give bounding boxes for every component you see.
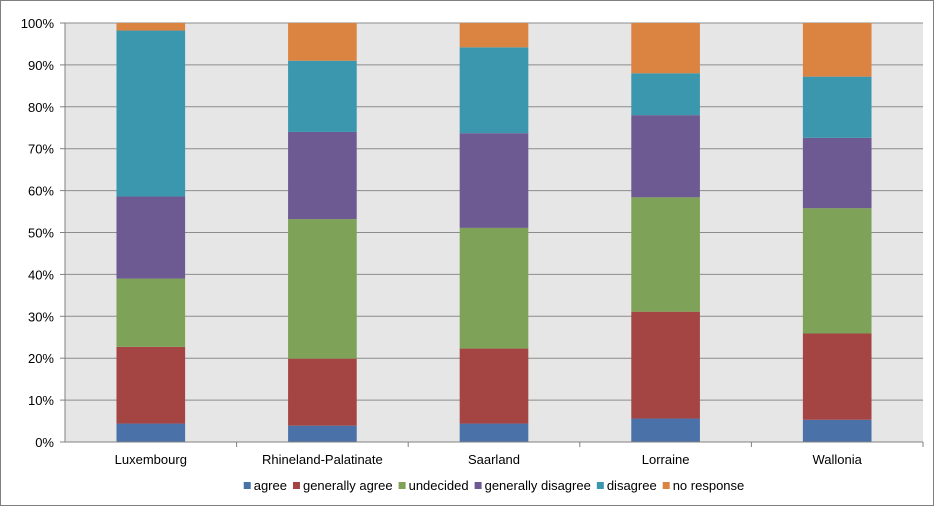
bar-rhineland-palatinate-generally-agree: [288, 358, 357, 426]
bar-saarland-agree: [459, 423, 529, 442]
y-tick-labels: 0% 10% 20% 30% 40% 50% 60% 70% 80% 90% 100%: [21, 16, 65, 450]
legend-label-generally-disagree: generally disagree: [485, 478, 591, 493]
legend-swatch-no-response: [662, 482, 670, 489]
bar-lorraine-no-response: [631, 23, 700, 74]
bar-lorraine-generally-disagree: [631, 115, 700, 198]
y-tick-label: 80%: [28, 100, 54, 115]
bar-luxembourg-undecided: [116, 278, 186, 347]
x-tick-label: Saarland: [468, 452, 520, 467]
y-tick-label: 50%: [28, 226, 54, 241]
bar-lorraine-undecided: [631, 197, 700, 312]
y-tick-label: 10%: [28, 393, 54, 408]
bar-wallonia-generally-disagree: [802, 137, 872, 209]
bar-luxembourg-generally-agree: [116, 346, 186, 424]
y-tick-label: 40%: [28, 267, 54, 282]
x-tick-labels: Luxembourg Rhineland-Palatinate Saarland Lo…: [115, 442, 924, 467]
bar-rhineland-palatinate-agree: [288, 425, 357, 442]
bar-wallonia-agree: [802, 419, 872, 442]
x-tick-label: Wallonia: [813, 452, 863, 467]
bars: [116, 23, 872, 442]
y-tick-label: 20%: [28, 351, 54, 366]
legend-swatch-disagree: [596, 482, 604, 489]
legend-label-generally-agree: generally agree: [303, 478, 393, 493]
x-tick-label: Luxembourg: [115, 452, 187, 467]
legend: agree generally agree undecided generally d…: [243, 478, 745, 493]
legend-swatch-agree: [243, 482, 251, 489]
x-tick-label: Lorraine: [642, 452, 690, 467]
legend-swatch-generally-agree: [292, 482, 300, 489]
bar-lorraine-generally-agree: [631, 311, 700, 419]
bar-wallonia-disagree: [802, 76, 872, 138]
bar-saarland-undecided: [459, 227, 529, 349]
bar-luxembourg-generally-disagree: [116, 196, 186, 279]
legend-swatch-undecided: [398, 482, 406, 489]
bar-rhineland-palatinate-undecided: [288, 219, 357, 359]
bar-wallonia-no-response: [802, 23, 872, 77]
bar-wallonia-undecided: [802, 208, 872, 334]
legend-swatch-generally-disagree: [474, 482, 482, 489]
legend-label-no-response: no response: [673, 478, 745, 493]
x-tick-label: Rhineland-Palatinate: [262, 452, 383, 467]
bar-wallonia-generally-agree: [802, 333, 872, 420]
bar-luxembourg-no-response: [116, 23, 186, 31]
bar-rhineland-palatinate-no-response: [288, 23, 357, 61]
y-tick-label: 100%: [21, 16, 55, 31]
bar-lorraine-disagree: [631, 73, 700, 116]
bar-saarland-generally-disagree: [459, 133, 529, 228]
y-tick-label: 90%: [28, 58, 54, 73]
legend-label-disagree: disagree: [607, 478, 657, 493]
bar-luxembourg-agree: [116, 423, 186, 442]
bar-saarland-generally-agree: [459, 348, 529, 424]
y-tick-label: 0%: [35, 435, 54, 450]
bar-rhineland-palatinate-disagree: [288, 60, 357, 132]
legend-label-agree: agree: [254, 478, 287, 493]
y-tick-label: 30%: [28, 309, 54, 324]
legend-label-undecided: undecided: [409, 478, 469, 493]
y-tick-label: 60%: [28, 184, 54, 199]
bar-rhineland-palatinate-generally-disagree: [288, 131, 357, 220]
bar-saarland-disagree: [459, 47, 529, 134]
bar-saarland-no-response: [459, 23, 529, 48]
y-tick-label: 70%: [28, 142, 54, 157]
bar-luxembourg-disagree: [116, 30, 186, 197]
bar-lorraine-agree: [631, 418, 700, 442]
